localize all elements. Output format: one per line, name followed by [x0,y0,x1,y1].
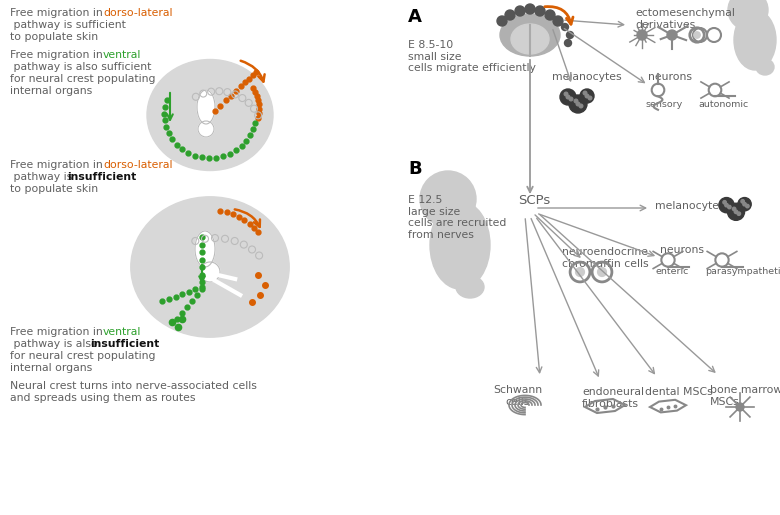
Text: A: A [408,8,422,26]
Circle shape [580,104,583,108]
Text: for neural crest populating: for neural crest populating [10,74,155,84]
Text: to populate skin: to populate skin [10,184,98,194]
Circle shape [725,203,729,207]
Text: bone marrow
MSCs: bone marrow MSCs [710,385,780,407]
Circle shape [420,171,476,227]
Circle shape [728,0,768,30]
Circle shape [535,6,545,16]
Circle shape [723,200,726,204]
Circle shape [566,95,570,99]
Text: Free migration in: Free migration in [10,160,106,170]
Circle shape [198,121,214,137]
Ellipse shape [131,197,289,337]
Text: Free migration in: Free migration in [10,50,106,60]
Text: ventral: ventral [103,327,141,337]
Text: neurons: neurons [648,72,692,82]
Circle shape [728,203,745,220]
Text: neurons: neurons [660,245,704,255]
Text: pathway is also sufficient: pathway is also sufficient [10,62,151,72]
Text: Free migration in: Free migration in [10,8,106,18]
Ellipse shape [195,231,215,267]
Circle shape [583,91,587,95]
Ellipse shape [734,10,776,70]
Ellipse shape [147,60,273,170]
Text: dental MSCs: dental MSCs [645,387,713,397]
Text: pathway is: pathway is [10,172,76,182]
Circle shape [737,212,740,215]
Text: pathway is also: pathway is also [10,339,101,349]
Circle shape [576,102,580,106]
Circle shape [564,92,568,96]
Circle shape [741,200,744,203]
Text: insufficient: insufficient [67,172,136,182]
Circle shape [746,204,749,208]
Text: melanocytes: melanocytes [655,201,725,211]
Text: internal organs: internal organs [10,86,92,96]
Circle shape [497,16,507,26]
Circle shape [566,31,573,39]
Circle shape [580,89,594,103]
Circle shape [545,10,555,20]
Ellipse shape [430,201,490,289]
Text: insufficient: insufficient [90,339,159,349]
Circle shape [693,32,700,38]
Circle shape [525,4,535,14]
Circle shape [553,16,563,26]
Circle shape [637,30,647,40]
Ellipse shape [756,59,774,75]
Circle shape [200,262,220,282]
Text: internal organs: internal organs [10,363,92,373]
Text: Free migration in: Free migration in [10,327,106,337]
Text: sensory: sensory [645,100,682,109]
Text: E 8.5-10
small size
cells migrate efficiently: E 8.5-10 small size cells migrate effici… [408,40,536,73]
Circle shape [667,30,677,40]
Text: ventral: ventral [103,50,141,60]
Text: SCPs: SCPs [518,195,550,208]
Ellipse shape [511,24,549,54]
Circle shape [728,205,731,209]
Circle shape [585,94,589,98]
Text: pathway is sufficient: pathway is sufficient [10,20,126,30]
Ellipse shape [456,276,484,298]
Text: autonomic: autonomic [698,100,748,109]
Circle shape [719,198,734,213]
Text: and spreads using them as routes: and spreads using them as routes [10,393,196,403]
Circle shape [743,202,746,206]
Text: melanocytes: melanocytes [552,72,622,82]
Circle shape [569,97,573,101]
Text: enteric: enteric [655,267,689,276]
Circle shape [515,6,525,16]
Circle shape [574,99,578,103]
Text: dorso-lateral: dorso-lateral [103,8,172,18]
Text: ectomesenchymal
derivatives: ectomesenchymal derivatives [635,8,735,29]
Circle shape [734,210,738,214]
Circle shape [560,89,576,105]
Text: Neural crest turns into nerve-associated cells: Neural crest turns into nerve-associated… [10,381,257,391]
Circle shape [565,40,572,46]
Text: B: B [408,160,422,178]
Ellipse shape [500,14,560,56]
Text: parasympathetic: parasympathetic [705,267,780,276]
Text: neuroendocrine
chromaffin cells: neuroendocrine chromaffin cells [562,247,649,269]
Circle shape [732,207,736,211]
Circle shape [738,198,751,211]
Text: to populate skin: to populate skin [10,32,98,42]
Circle shape [505,10,515,20]
Text: E 12.5
large size
cells are recruited
from nerves: E 12.5 large size cells are recruited fr… [408,195,506,240]
Text: for neural crest populating: for neural crest populating [10,351,155,361]
Text: endoneural
fibroblasts: endoneural fibroblasts [582,387,644,408]
Circle shape [562,24,569,30]
Circle shape [588,96,592,100]
Circle shape [736,403,744,411]
Circle shape [576,268,584,277]
Ellipse shape [197,90,215,124]
Circle shape [569,95,587,113]
Text: dorso-lateral: dorso-lateral [103,160,172,170]
Text: Schwann
cells: Schwann cells [494,385,543,407]
Circle shape [597,268,606,277]
